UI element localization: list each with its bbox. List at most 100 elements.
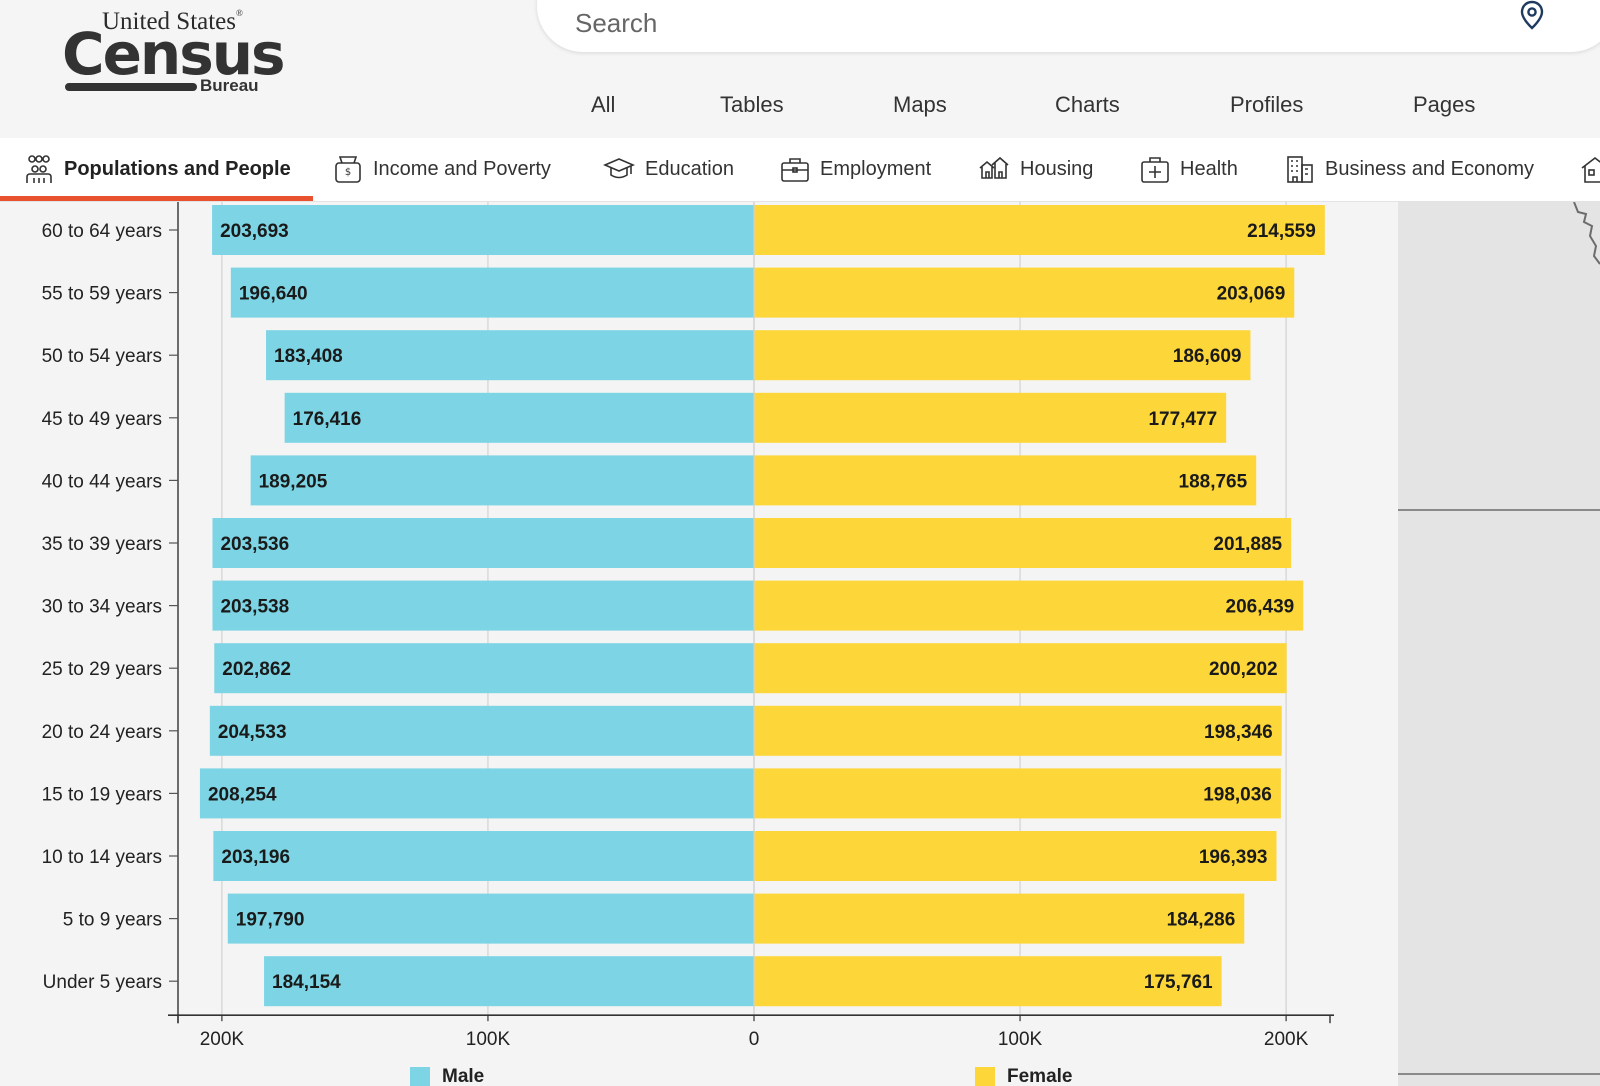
logo-line-united-states: United States®	[102, 8, 243, 35]
y-tick-label: 50 to 54 years	[42, 346, 162, 367]
data-label-female: 200,202	[1209, 659, 1278, 680]
tab-label: Income and Poverty	[373, 157, 551, 180]
bar-male	[227, 893, 755, 944]
bar-male	[212, 518, 754, 568]
data-label-female: 196,393	[1199, 847, 1268, 868]
data-label-female: 188,765	[1179, 471, 1248, 492]
logo-line-census: Census	[62, 20, 286, 88]
bar-female	[754, 518, 1292, 568]
tab-income-and-poverty[interactable]: $ Income and Poverty	[333, 138, 551, 200]
data-label-male: 204,533	[218, 722, 287, 743]
filter-all[interactable]: All	[591, 92, 616, 117]
tab-education[interactable]: Education	[603, 138, 734, 200]
tab-employment[interactable]: Employment	[780, 138, 931, 200]
money-bag-icon: $	[335, 156, 361, 183]
data-label-female: 177,477	[1148, 409, 1217, 430]
bar-male	[264, 956, 754, 1007]
people-icon	[26, 155, 52, 183]
tab-business-and-economy[interactable]: Business and Economy	[1285, 138, 1534, 200]
legend-male: Male	[410, 1066, 484, 1086]
bar-female	[754, 643, 1287, 694]
x-tick-label: 0	[749, 1029, 760, 1050]
map-pin-icon[interactable]	[1519, 0, 1545, 30]
data-label-female: 198,036	[1203, 784, 1272, 805]
legend-swatch-female	[975, 1067, 995, 1086]
data-label-male: 208,254	[208, 784, 277, 805]
svg-text:$: $	[345, 167, 351, 178]
buildings-icon	[1287, 156, 1313, 183]
data-label-male: 203,693	[220, 221, 289, 242]
data-label-female: 214,559	[1247, 221, 1316, 242]
y-tick-label: 30 to 34 years	[42, 597, 162, 618]
bar-female	[754, 392, 1227, 443]
population-pyramid-panel: 60 to 64 years 203,693 214,559 55 to 59 yea…	[0, 202, 1398, 1086]
map-panel[interactable]	[1398, 201, 1600, 1086]
bar-female	[754, 580, 1304, 631]
x-tick-label: 200K	[200, 1029, 245, 1050]
legend-female: Female	[975, 1066, 1072, 1086]
census-logo[interactable]: United States® Census Bureau	[62, 8, 286, 96]
filter-tables[interactable]: Tables	[720, 92, 784, 117]
tab-label: Employment	[820, 157, 932, 180]
logo-underline	[65, 83, 197, 91]
tab-health[interactable]: Health	[1140, 138, 1238, 200]
y-tick-label: 40 to 44 years	[42, 471, 162, 492]
bar-male	[284, 392, 754, 443]
data-label-female: 198,346	[1204, 722, 1273, 743]
data-label-male: 203,536	[220, 534, 289, 555]
bar-female	[754, 267, 1295, 318]
bar-female	[754, 893, 1245, 944]
filter-pages[interactable]: Pages	[1413, 92, 1476, 117]
legend-label-male: Male	[442, 1066, 485, 1086]
y-tick-label: 15 to 19 years	[42, 784, 162, 805]
topic-tabs: Populations and People $ Income and Pove…	[0, 138, 1600, 202]
y-tick-label: 20 to 24 years	[42, 722, 162, 743]
bar-male	[213, 831, 755, 881]
tab-label: Education	[645, 157, 734, 180]
site-header: United States® Census Bureau All Tables …	[0, 0, 1600, 138]
data-label-male: 189,205	[259, 471, 328, 492]
population-pyramid-chart: 60 to 64 years 203,693 214,559 55 to 59 yea…	[42, 202, 1334, 1050]
x-tick-label: 200K	[1264, 1029, 1309, 1050]
bar-male	[214, 643, 755, 694]
y-tick-label: Under 5 years	[43, 972, 162, 993]
graduation-cap-icon	[603, 158, 635, 179]
data-label-female: 175,761	[1144, 972, 1213, 993]
bar-male	[266, 330, 754, 381]
tab-label: Health	[1180, 157, 1238, 180]
medical-kit-icon	[1141, 157, 1169, 183]
y-tick-label: 55 to 59 years	[42, 284, 162, 305]
data-label-female: 206,439	[1226, 597, 1295, 618]
data-label-male: 202,862	[222, 659, 291, 680]
x-tick-label: 100K	[466, 1029, 511, 1050]
tab-housing[interactable]: Housing	[978, 138, 1093, 200]
y-tick-label: 45 to 49 years	[42, 409, 162, 430]
data-label-male: 197,790	[236, 910, 305, 931]
data-label-female: 201,885	[1213, 534, 1282, 555]
bar-male	[199, 768, 755, 819]
tab-more-housing[interactable]	[1580, 138, 1600, 200]
search-input[interactable]	[575, 8, 1475, 39]
filter-charts[interactable]: Charts	[1055, 92, 1120, 117]
y-tick-label: 35 to 39 years	[42, 534, 162, 555]
data-label-male: 196,640	[239, 284, 308, 305]
bar-female	[754, 956, 1222, 1007]
tab-populations-and-people[interactable]: Populations and People	[24, 138, 291, 200]
data-label-male: 183,408	[274, 346, 343, 367]
bar-male	[212, 205, 754, 255]
data-label-male: 203,538	[220, 597, 289, 618]
data-label-female: 203,069	[1217, 284, 1286, 305]
y-tick-label: 25 to 29 years	[42, 659, 162, 680]
tab-label: Business and Economy	[1325, 157, 1535, 180]
bar-male	[230, 267, 754, 318]
tab-label: Populations and People	[64, 157, 291, 180]
bar-male	[212, 580, 755, 631]
filter-profiles[interactable]: Profiles	[1230, 92, 1304, 117]
data-label-male: 184,154	[272, 972, 341, 993]
bar-female	[754, 205, 1325, 255]
legend-label-female: Female	[1007, 1066, 1073, 1086]
data-label-female: 186,609	[1173, 346, 1242, 367]
y-tick-label: 10 to 14 years	[42, 847, 162, 868]
bar-female	[754, 455, 1257, 506]
filter-maps[interactable]: Maps	[893, 92, 947, 117]
